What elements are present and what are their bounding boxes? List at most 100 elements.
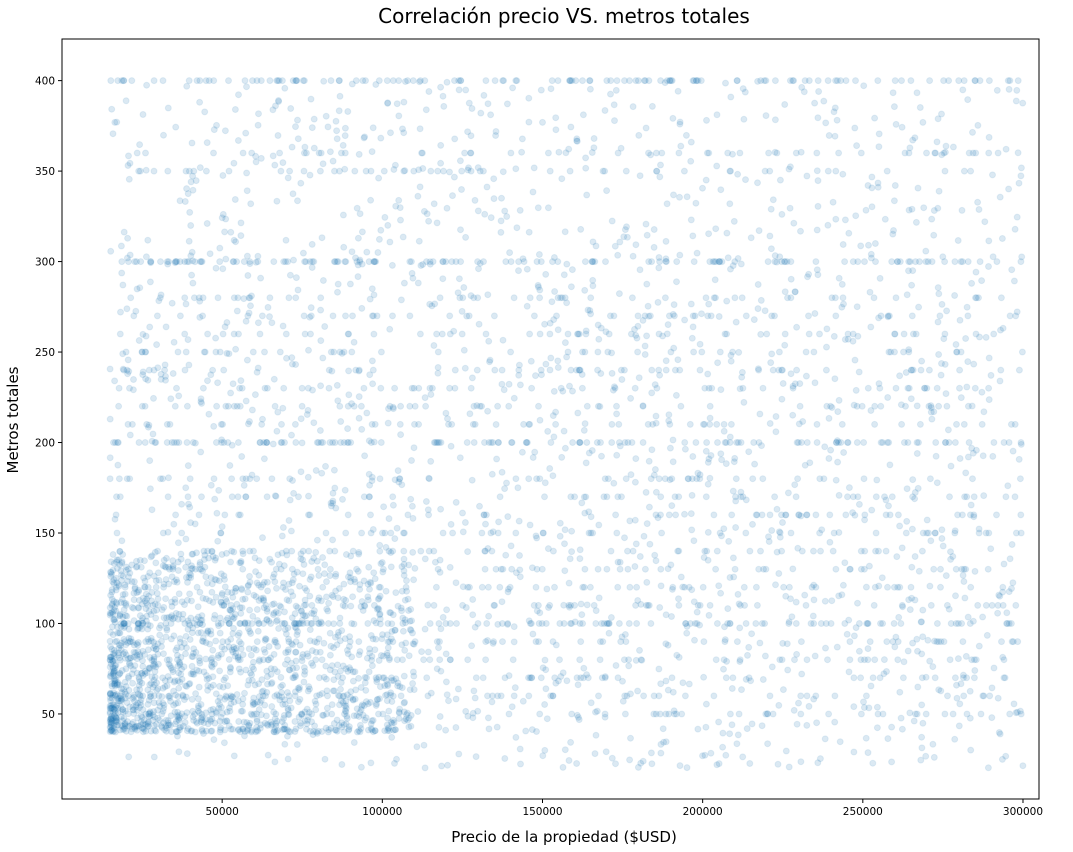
scatter-point xyxy=(241,689,248,697)
scatter-point xyxy=(419,261,427,268)
scatter-point xyxy=(423,674,431,682)
x-tick-label: 250000 xyxy=(843,806,883,818)
scatter-point xyxy=(483,183,491,191)
scatter-point xyxy=(356,581,364,589)
scatter-point xyxy=(397,692,405,700)
scatter-point xyxy=(184,493,192,501)
scatter-point xyxy=(789,565,797,573)
scatter-point xyxy=(234,631,242,639)
scatter-point xyxy=(327,77,335,85)
scatter-point xyxy=(676,193,683,201)
scatter-point xyxy=(373,678,381,686)
scatter-point xyxy=(263,578,271,586)
scatter-point xyxy=(212,709,220,717)
scatter-point xyxy=(195,294,203,302)
scatter-point xyxy=(627,690,634,698)
scatter-point xyxy=(185,237,193,245)
scatter-point xyxy=(662,366,670,374)
scatter-point xyxy=(183,709,191,717)
scatter-point xyxy=(631,384,639,392)
scatter-point xyxy=(730,573,738,581)
scatter-point xyxy=(447,442,455,450)
scatter-point xyxy=(267,721,275,729)
scatter-point xyxy=(221,576,228,583)
scatter-point xyxy=(1008,585,1015,592)
scatter-point xyxy=(305,708,313,716)
scatter-point xyxy=(397,296,405,304)
scatter-point xyxy=(125,175,133,183)
scatter-point xyxy=(654,298,662,306)
scatter-point xyxy=(884,583,891,591)
scatter-point xyxy=(437,625,445,633)
scatter-point xyxy=(671,366,679,374)
scatter-point xyxy=(734,255,742,262)
scatter-point xyxy=(308,558,316,565)
scatter-point xyxy=(898,601,906,609)
scatter-point xyxy=(643,332,651,340)
scatter-point xyxy=(549,547,557,555)
scatter-point xyxy=(644,302,652,310)
scatter-point xyxy=(976,258,984,266)
scatter-point xyxy=(706,402,714,410)
scatter-point xyxy=(941,710,949,718)
scatter-point xyxy=(435,620,443,627)
scatter-point xyxy=(388,733,396,741)
scatter-point xyxy=(384,620,392,627)
scatter-point xyxy=(368,473,376,481)
scatter-point xyxy=(683,193,691,201)
scatter-point xyxy=(485,439,493,446)
scatter-point xyxy=(736,656,744,664)
scatter-point xyxy=(862,692,870,700)
scatter-point xyxy=(784,666,792,674)
scatter-point xyxy=(873,703,881,711)
scatter-point xyxy=(728,721,736,729)
scatter-point xyxy=(262,601,270,609)
scatter-point xyxy=(596,656,604,664)
scatter-point xyxy=(676,120,684,128)
scatter-point xyxy=(811,379,819,387)
scatter-point xyxy=(844,493,851,501)
scatter-point xyxy=(872,493,880,501)
scatter-point xyxy=(272,710,280,718)
scatter-point xyxy=(681,445,689,453)
scatter-point xyxy=(469,714,477,722)
scatter-point xyxy=(228,493,236,501)
scatter-point xyxy=(998,638,1005,646)
scatter-point xyxy=(541,656,549,664)
scatter-point xyxy=(427,167,435,175)
scatter-point xyxy=(430,601,438,609)
scatter-point xyxy=(536,286,544,294)
scatter-point xyxy=(211,556,219,564)
scatter-point xyxy=(366,649,374,657)
scatter-point xyxy=(969,149,977,157)
scatter-point xyxy=(867,682,875,690)
scatter-point xyxy=(400,567,408,575)
scatter-point xyxy=(425,547,433,555)
scatter-point xyxy=(474,258,482,266)
scatter-point xyxy=(192,718,200,726)
scatter-point xyxy=(116,654,124,662)
scatter-point xyxy=(832,312,840,320)
scatter-point xyxy=(319,277,327,284)
scatter-point xyxy=(181,330,189,338)
scatter-point xyxy=(427,457,435,465)
scatter-point xyxy=(397,431,405,439)
scatter-point xyxy=(1003,609,1011,617)
scatter-point xyxy=(218,643,226,651)
scatter-point xyxy=(599,167,607,175)
scatter-point xyxy=(510,638,518,646)
scatter-point xyxy=(771,258,779,266)
scatter-point xyxy=(913,450,921,457)
scatter-point xyxy=(375,174,383,182)
scatter-point xyxy=(987,371,995,379)
scatter-point xyxy=(384,221,392,229)
scatter-point xyxy=(655,475,663,483)
scatter-point xyxy=(332,570,340,578)
scatter-point xyxy=(939,253,947,261)
scatter-point xyxy=(975,206,983,213)
scatter-point xyxy=(594,402,602,410)
scatter-point xyxy=(117,242,125,250)
scatter-point xyxy=(768,663,776,671)
scatter-point xyxy=(970,674,978,682)
scatter-point xyxy=(919,118,927,126)
